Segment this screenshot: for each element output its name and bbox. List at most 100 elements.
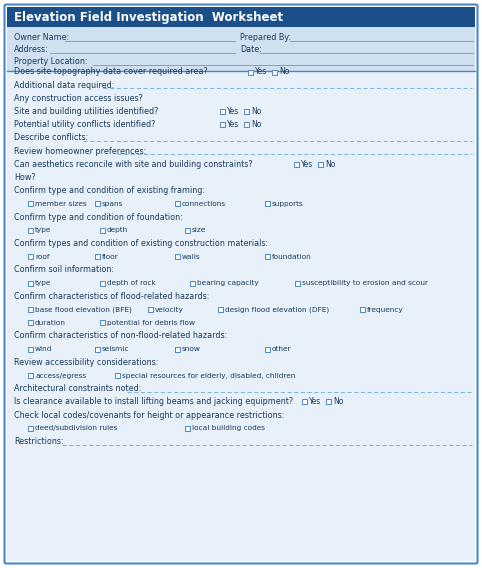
Bar bbox=[100, 320, 105, 325]
Text: snow: snow bbox=[182, 346, 201, 352]
Bar bbox=[7, 27, 475, 71]
Text: Confirm types and condition of existing construction materials:: Confirm types and condition of existing … bbox=[14, 239, 268, 248]
Text: local building codes: local building codes bbox=[192, 425, 265, 432]
Text: velocity: velocity bbox=[155, 307, 184, 312]
Text: Confirm soil information:: Confirm soil information: bbox=[14, 265, 114, 274]
Text: Review homeowner preferences:: Review homeowner preferences: bbox=[14, 147, 146, 156]
Bar bbox=[220, 122, 225, 127]
Bar bbox=[218, 307, 223, 312]
Bar bbox=[175, 202, 180, 207]
Text: Address:: Address: bbox=[14, 45, 49, 55]
Text: supports: supports bbox=[272, 201, 304, 207]
Text: Owner Name:: Owner Name: bbox=[14, 34, 69, 43]
Bar bbox=[28, 281, 33, 286]
Text: Any construction access issues?: Any construction access issues? bbox=[14, 94, 143, 103]
Text: special resources for elderly, disabled, children: special resources for elderly, disabled,… bbox=[122, 373, 295, 379]
Text: connections: connections bbox=[182, 201, 226, 207]
Text: Describe conflicts:: Describe conflicts: bbox=[14, 133, 88, 143]
Text: Prepared By:: Prepared By: bbox=[240, 34, 291, 43]
Bar bbox=[28, 202, 33, 207]
Bar bbox=[175, 254, 180, 260]
Text: How?: How? bbox=[14, 173, 36, 182]
Text: Check local codes/covenants for height or appearance restrictions:: Check local codes/covenants for height o… bbox=[14, 411, 284, 420]
Bar bbox=[28, 307, 33, 312]
Text: Yes: Yes bbox=[309, 398, 321, 407]
Text: seismic: seismic bbox=[102, 346, 130, 352]
Text: No: No bbox=[251, 120, 261, 130]
Bar bbox=[7, 7, 475, 27]
Bar bbox=[265, 346, 270, 352]
Text: depth: depth bbox=[107, 227, 128, 233]
Text: deed/subdivision rules: deed/subdivision rules bbox=[35, 425, 118, 432]
Text: Yes: Yes bbox=[255, 68, 267, 77]
Bar bbox=[100, 281, 105, 286]
Text: No: No bbox=[333, 398, 343, 407]
Bar bbox=[185, 426, 190, 431]
Bar bbox=[95, 254, 100, 260]
Text: roof: roof bbox=[35, 254, 50, 260]
Text: Does site topography data cover required area?: Does site topography data cover required… bbox=[14, 68, 208, 77]
Text: Date:: Date: bbox=[240, 45, 262, 55]
Bar bbox=[295, 281, 300, 286]
Text: access/egress: access/egress bbox=[35, 373, 86, 379]
Text: Yes: Yes bbox=[227, 107, 239, 116]
Bar bbox=[100, 228, 105, 233]
Text: frequency: frequency bbox=[367, 307, 404, 312]
Bar bbox=[28, 373, 33, 378]
Text: No: No bbox=[279, 68, 289, 77]
Text: wind: wind bbox=[35, 346, 53, 352]
Text: base flood elevation (BFE): base flood elevation (BFE) bbox=[35, 306, 132, 313]
Text: Elevation Field Investigation  Worksheet: Elevation Field Investigation Worksheet bbox=[14, 10, 283, 23]
Text: other: other bbox=[272, 346, 292, 352]
Bar bbox=[220, 109, 225, 114]
Text: Property Location:: Property Location: bbox=[14, 57, 88, 66]
Text: Confirm type and condition of existing framing:: Confirm type and condition of existing f… bbox=[14, 186, 205, 195]
Text: floor: floor bbox=[102, 254, 119, 260]
Text: potential for debris flow: potential for debris flow bbox=[107, 320, 195, 326]
Bar bbox=[272, 69, 277, 74]
Text: susceptibility to erosion and scour: susceptibility to erosion and scour bbox=[302, 280, 428, 286]
Text: Site and building utilities identified?: Site and building utilities identified? bbox=[14, 107, 159, 116]
Bar bbox=[7, 72, 475, 561]
Text: member sizes: member sizes bbox=[35, 201, 87, 207]
Text: duration: duration bbox=[35, 320, 66, 326]
Text: bearing capacity: bearing capacity bbox=[197, 280, 259, 286]
Bar bbox=[28, 254, 33, 260]
Bar bbox=[28, 346, 33, 352]
Text: foundation: foundation bbox=[272, 254, 312, 260]
Bar bbox=[95, 346, 100, 352]
Text: Yes: Yes bbox=[301, 160, 313, 169]
Text: Architectural constraints noted:: Architectural constraints noted: bbox=[14, 385, 141, 393]
Text: Review accessibility considerations:: Review accessibility considerations: bbox=[14, 358, 159, 367]
Bar bbox=[265, 202, 270, 207]
Bar bbox=[175, 346, 180, 352]
Text: Restrictions:: Restrictions: bbox=[14, 437, 64, 446]
Text: spans: spans bbox=[102, 201, 123, 207]
Text: Is clearance available to install lifting beams and jacking equipment?: Is clearance available to install liftin… bbox=[14, 398, 293, 407]
Text: Yes: Yes bbox=[227, 120, 239, 130]
Bar bbox=[360, 307, 365, 312]
Bar bbox=[148, 307, 153, 312]
Text: Confirm characteristics of non-flood-related hazards:: Confirm characteristics of non-flood-rel… bbox=[14, 332, 227, 340]
Bar bbox=[28, 426, 33, 431]
Bar bbox=[115, 373, 120, 378]
Text: Potential utility conflicts identified?: Potential utility conflicts identified? bbox=[14, 120, 155, 130]
Bar bbox=[28, 228, 33, 233]
Bar bbox=[302, 399, 307, 404]
Bar bbox=[294, 162, 299, 167]
Text: No: No bbox=[251, 107, 261, 116]
Text: Confirm characteristics of flood-related hazards:: Confirm characteristics of flood-related… bbox=[14, 292, 209, 301]
Text: Can aesthetics reconcile with site and building constraints?: Can aesthetics reconcile with site and b… bbox=[14, 160, 253, 169]
Bar bbox=[248, 69, 253, 74]
Bar bbox=[244, 122, 249, 127]
Text: walls: walls bbox=[182, 254, 201, 260]
Bar bbox=[326, 399, 331, 404]
FancyBboxPatch shape bbox=[4, 5, 478, 563]
Bar bbox=[318, 162, 323, 167]
Text: type: type bbox=[35, 280, 52, 286]
Text: No: No bbox=[325, 160, 335, 169]
Text: depth of rock: depth of rock bbox=[107, 280, 156, 286]
Bar bbox=[185, 228, 190, 233]
Bar bbox=[28, 320, 33, 325]
Text: type: type bbox=[35, 227, 52, 233]
